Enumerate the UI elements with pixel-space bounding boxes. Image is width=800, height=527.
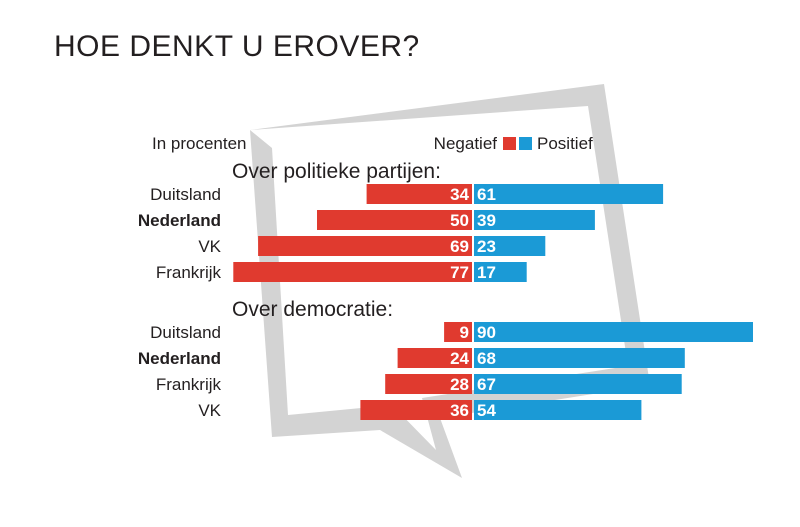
negative-bar xyxy=(397,348,472,368)
positive-bar xyxy=(474,374,682,394)
country-label: VK xyxy=(198,401,221,420)
positive-value-label: 61 xyxy=(477,185,496,204)
country-label: Nederland xyxy=(138,211,221,230)
legend-positive-swatch xyxy=(519,137,532,150)
legend-negative-label: Negatief xyxy=(434,134,498,153)
negative-value-label: 50 xyxy=(450,211,469,230)
chart-title: HOE DENKT U EROVER? xyxy=(54,30,420,63)
legend-negative-swatch xyxy=(503,137,516,150)
positive-value-label: 23 xyxy=(477,237,496,256)
positive-bar xyxy=(474,184,664,204)
negative-value-label: 77 xyxy=(450,263,469,282)
legend-positive-label: Positief xyxy=(537,134,593,153)
unit-label: In procenten xyxy=(152,134,247,153)
country-label: Frankrijk xyxy=(156,263,222,282)
positive-bar xyxy=(474,236,546,256)
negative-bar xyxy=(258,236,472,256)
negative-bar xyxy=(444,322,472,342)
negative-bar xyxy=(385,374,472,394)
positive-value-label: 39 xyxy=(477,211,496,230)
positive-value-label: 67 xyxy=(477,375,496,394)
negative-bar xyxy=(317,210,472,230)
country-label: Duitsland xyxy=(150,323,221,342)
negative-value-label: 24 xyxy=(450,349,469,368)
positive-value-label: 90 xyxy=(477,323,496,342)
group-title: Over politieke partijen: xyxy=(232,160,441,183)
negative-bar xyxy=(360,400,472,420)
positive-value-label: 54 xyxy=(477,401,496,420)
negative-bar xyxy=(233,262,472,282)
negative-value-label: 9 xyxy=(460,323,469,342)
positive-bar xyxy=(474,400,642,420)
positive-bar xyxy=(474,348,685,368)
country-label: Nederland xyxy=(138,349,221,368)
country-label: Duitsland xyxy=(150,185,221,204)
positive-bar xyxy=(474,262,527,282)
negative-value-label: 69 xyxy=(450,237,469,256)
positive-bar xyxy=(474,210,595,230)
positive-bar xyxy=(474,322,753,342)
positive-value-label: 17 xyxy=(477,263,496,282)
group-title: Over democratie: xyxy=(232,298,393,321)
legend: Negatief Positief xyxy=(434,134,593,153)
negative-value-label: 34 xyxy=(450,185,469,204)
positive-value-label: 68 xyxy=(477,349,496,368)
negative-bar xyxy=(366,184,472,204)
chart-rows: Over politieke partijen: Duitsland 34 61 Ned… xyxy=(138,160,753,420)
negative-value-label: 36 xyxy=(450,401,469,420)
country-label: VK xyxy=(198,237,221,256)
negative-value-label: 28 xyxy=(450,375,469,394)
country-label: Frankrijk xyxy=(156,375,222,394)
